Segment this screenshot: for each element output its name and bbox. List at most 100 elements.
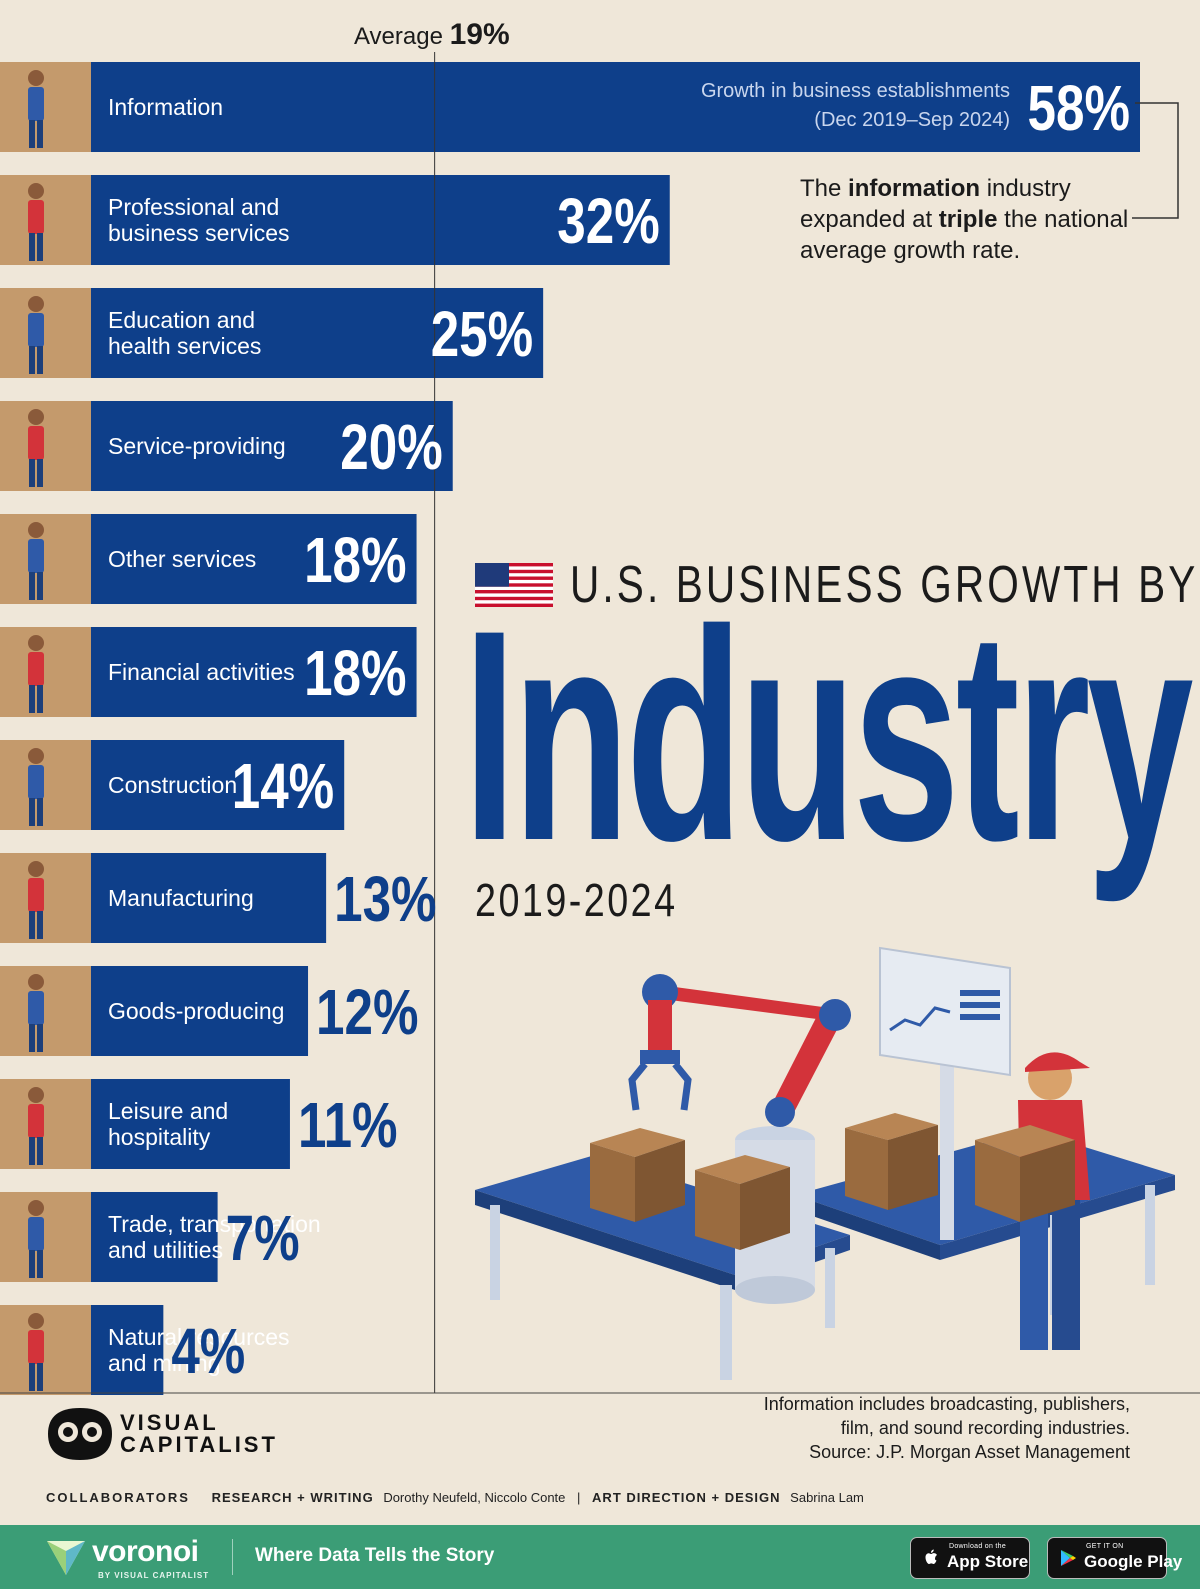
us-flag-icon [475,563,553,607]
average-label: Average 19% [354,18,510,51]
apple-icon [925,1549,937,1564]
title-years: 2019-2024 [475,874,678,926]
bar-trade-transportation-and-utilities [91,1192,218,1282]
category-label: Education and health services [108,307,261,359]
value-label: 14% [232,752,334,823]
art-names: Sabrina Lam [790,1490,864,1505]
app-store-button[interactable]: Download on the App Store [910,1537,1030,1579]
tagline: Where Data Tells the Story [255,1545,495,1566]
app-store-label: App Store [947,1552,1029,1571]
visual-capitalist-logo-icon [48,1408,112,1460]
icon-tile-service-providing [0,401,91,491]
footnote: Information includes broadcasting, publi… [764,1392,1130,1464]
bar-financial-activities [91,627,417,717]
worker-figure-icon [28,748,44,826]
google-play-icon [1061,1550,1076,1566]
worker-figure-icon [28,1087,44,1165]
brand-line2: CAPITALIST [120,1432,278,1457]
worker-figure-icon [28,183,44,261]
series-label-line1: Growth in business establishments [701,80,1010,102]
icon-tile-other-services [0,514,91,604]
worker-figure-icon [28,1313,44,1391]
factory-illustration [475,946,1175,1380]
voronoi-subtitle: BY VISUAL CAPITALIST [98,1571,210,1580]
icon-tile-leisure-and-hospitality [0,1079,91,1169]
value-label: 18% [304,526,406,597]
category-label: Professional and business services [108,194,290,246]
footer-bar: voronoi BY VISUAL CAPITALIST Where Data … [0,1525,1200,1589]
series-label-line2: (Dec 2019–Sep 2024) [814,109,1010,131]
value-label: 18% [304,639,406,710]
google-play-button[interactable]: GET IT ON Google Play [1047,1537,1182,1579]
bar-goods-producing [91,966,309,1056]
bar-chart: Average 19% Information Professional and b… [0,18,1200,1395]
voronoi-wordmark[interactable]: voronoi [92,1535,199,1568]
category-label: Trade, transportation and utilities [108,1211,321,1263]
bar-professional-and-business-services [91,175,670,265]
brand-line1: VISUAL [120,1410,219,1435]
category-label: Other services [108,546,256,572]
page-title: Industry [463,567,1194,903]
worker-figure-icon [28,296,44,374]
callout-text: The information industry expanded at tri… [800,175,1129,264]
category-label: Information [108,94,223,120]
bar-leisure-and-hospitality [91,1079,290,1169]
category-label: Service-providing [108,433,286,459]
bar-education-and-health-services [91,288,544,378]
category-label: Financial activities [108,659,295,685]
category-label: Construction [108,772,237,798]
worker-figure-icon [28,70,44,148]
value-label: 12% [316,978,418,1049]
worker-figure-icon [28,635,44,713]
bar-manufacturing [91,853,327,943]
callout-emphasis-information: information [848,175,981,202]
icon-tile-manufacturing [0,853,91,943]
bar-information [91,62,1140,152]
worker-figure-icon [28,1200,44,1278]
value-label: 13% [334,865,436,936]
bar-service-providing [91,401,453,491]
icon-tile-education-and-health-services [0,288,91,378]
icon-tile-construction [0,740,91,830]
category-label: Natural resources and mining [108,1324,290,1376]
research-key: RESEARCH + WRITING [211,1490,374,1505]
art-key: ART DIRECTION + DESIGN [592,1490,781,1505]
value-label: 32% [557,187,659,258]
value-label: 25% [431,300,533,371]
footnote-line1: Information includes broadcasting, publi… [763,1394,1130,1414]
source-line: Source: J.P. Morgan Asset Management [809,1442,1130,1462]
value-label: 7% [226,1204,300,1275]
callout-emphasis-triple: triple [938,206,998,233]
bar-other-services [91,514,417,604]
icon-tile-goods-producing [0,966,91,1056]
google-play-label: Google Play [1084,1552,1183,1571]
footer-divider [232,1539,233,1575]
category-label: Leisure and hospitality [108,1098,228,1150]
voronoi-logo-icon[interactable] [45,1535,87,1577]
category-labels: Information Professional and business serv… [108,94,321,1376]
collaborators-label: COLLABORATORS [46,1490,190,1505]
callout-bracket [1132,102,1179,219]
credits-separator: | [577,1490,581,1505]
bar-natural-resources-and-mining [91,1305,164,1395]
worker-figure-icon [28,409,44,487]
value-labels: 58% 32% 25% 20% 18% 18% 14%13% 12% 11% 7% 4% [171,74,1130,1388]
worker-figure-icon [28,522,44,600]
google-play-small: GET IT ON [1086,1543,1124,1550]
title-line1: U.S. BUSINESS GROWTH BY [570,556,1199,614]
series-label: Growth in business establishments (Dec 20… [701,80,1010,131]
worker-figure-icon [28,974,44,1052]
industry-icon-tiles [0,62,91,1395]
value-label: 20% [340,413,442,484]
icon-tile-trade-transportation-and-utilities [0,1192,91,1282]
bars [91,62,1140,1395]
credits: COLLABORATORS RESEARCH + WRITING Dorothy… [46,1490,864,1505]
icon-tile-information [0,62,91,152]
brand-wordmark: VISUAL CAPITALIST [120,1412,278,1456]
worker-figure-icon [28,861,44,939]
icon-tile-natural-resources-and-mining [0,1305,91,1395]
value-label: 11% [298,1091,398,1162]
app-store-small: Download on the [949,1543,1007,1550]
category-label: Manufacturing [108,885,254,911]
icon-tile-professional-and-business-services [0,175,91,265]
